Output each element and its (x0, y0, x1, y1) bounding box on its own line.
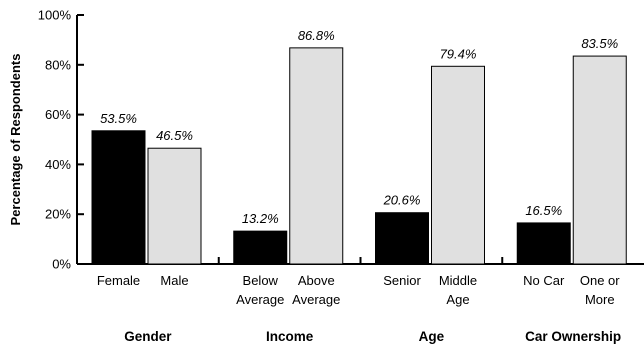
category-label: One or (580, 273, 620, 288)
y-tick-label: 0% (52, 257, 71, 272)
bar-income-above-average (289, 47, 344, 265)
y-tick-label: 40% (45, 157, 71, 172)
y-axis-title-group: Percentage of Respondents (8, 54, 23, 226)
group-label: Car Ownership (525, 329, 621, 344)
group-label: Gender (124, 329, 172, 344)
y-tick-label: 100% (38, 8, 72, 23)
bar-gender-female (91, 130, 146, 265)
value-label: 86.8% (298, 28, 335, 43)
value-label: 53.5% (100, 111, 137, 126)
group-label: Income (266, 329, 314, 344)
category-label: No Car (523, 273, 565, 288)
value-label: 20.6% (383, 193, 421, 208)
bar-car-ownership-no-car (516, 222, 571, 265)
category-label: More (585, 292, 615, 307)
value-label: 16.5% (525, 203, 562, 218)
labels: 53.5% Female 46.5% Male Gender 13.2% Below Aver… (97, 28, 621, 344)
category-label: Male (160, 273, 188, 288)
y-axis-title: Percentage of Respondents (8, 54, 23, 226)
value-label: 13.2% (242, 211, 279, 226)
y-tick-label: 20% (45, 207, 71, 222)
category-label: Senior (383, 273, 421, 288)
group-label: Age (419, 329, 445, 344)
category-label: Average (236, 292, 284, 307)
category-label: Age (446, 292, 469, 307)
category-label: Above (298, 273, 335, 288)
bars (91, 47, 627, 265)
y-tick-label: 80% (45, 57, 71, 72)
bar-car-ownership-one-or-more (572, 55, 627, 265)
value-label: 46.5% (156, 128, 193, 143)
category-label: Female (97, 273, 140, 288)
bar-age-middle-age (431, 65, 485, 265)
category-label: Average (292, 292, 340, 307)
bar-gender-male (147, 147, 202, 265)
category-label: Middle (439, 273, 477, 288)
value-label: 79.4% (440, 46, 477, 61)
category-label: Below (243, 273, 279, 288)
y-tick-label: 60% (45, 107, 71, 122)
value-label: 83.5% (581, 36, 618, 51)
bar-age-senior (375, 212, 429, 265)
bar-income-below-average (233, 230, 288, 265)
